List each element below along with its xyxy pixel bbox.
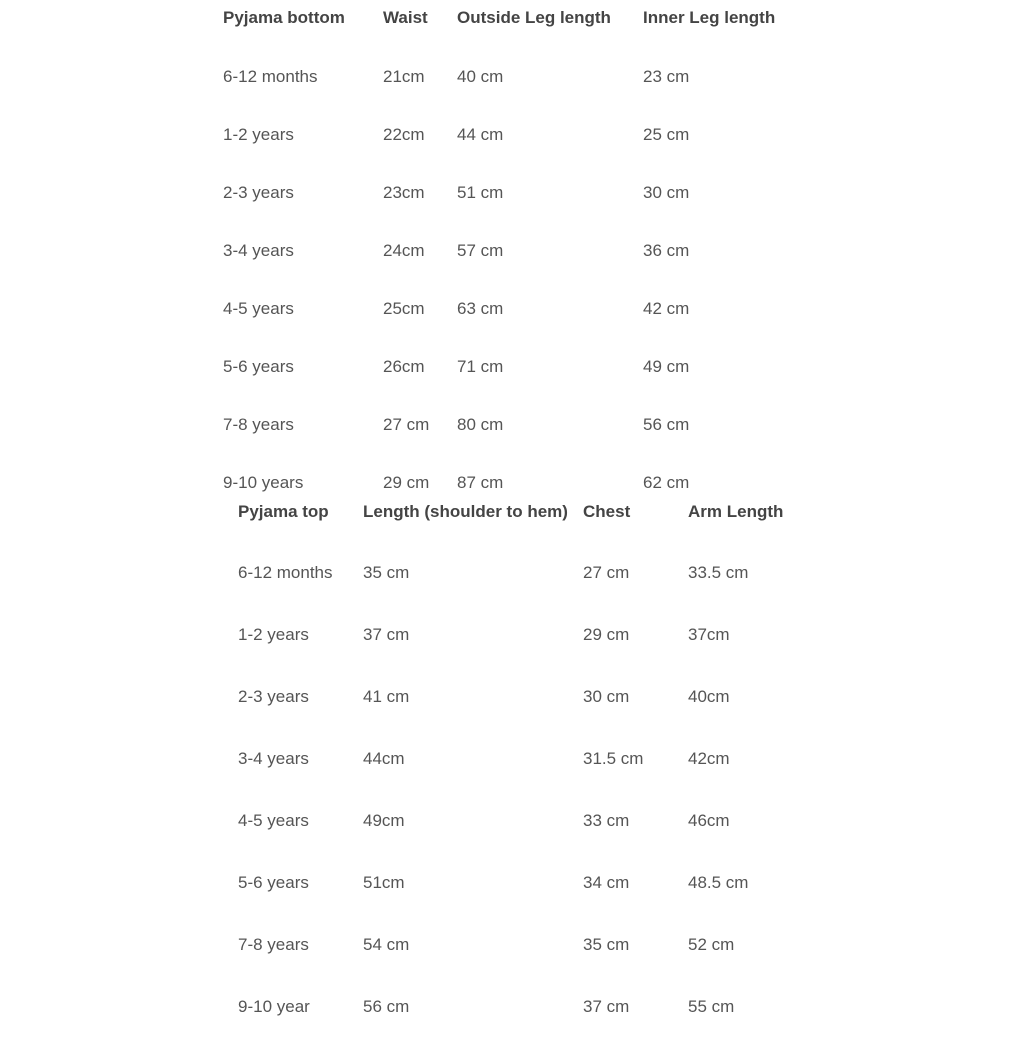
table-cell: 34 cm [583,852,688,914]
table-cell: 44 cm [457,106,643,164]
table-cell: 40cm [688,666,808,728]
table-cell: 51 cm [457,164,643,222]
table-cell: 35 cm [583,914,688,976]
table-cell: 56 cm [363,976,583,1038]
table-cell: 37cm [688,604,808,666]
header-waist: Waist [383,8,457,48]
table-cell: 30 cm [583,666,688,728]
pyjama-top-section: Pyjama top Length (shoulder to hem) Ches… [0,502,1024,1038]
table-cell: 49 cm [643,338,803,396]
table-cell: 33.5 cm [688,542,808,604]
table-cell: 24cm [383,222,457,280]
table-cell: 29 cm [583,604,688,666]
table-cell: 25 cm [643,106,803,164]
table-row: 4-5 years25cm63 cm42 cm [223,280,803,338]
table-cell: 25cm [383,280,457,338]
table-cell: 48.5 cm [688,852,808,914]
table-cell: 63 cm [457,280,643,338]
table-cell: 3-4 years [223,222,383,280]
table-cell: 4-5 years [238,790,363,852]
table-cell: 40 cm [457,48,643,106]
table-row: 4-5 years49cm33 cm46cm [238,790,808,852]
table-cell: 7-8 years [223,396,383,454]
table-cell: 27 cm [583,542,688,604]
table-cell: 35 cm [363,542,583,604]
table-row: 7-8 years54 cm35 cm52 cm [238,914,808,976]
table-cell: 3-4 years [238,728,363,790]
table-row: 5-6 years51cm34 cm48.5 cm [238,852,808,914]
table-cell: 33 cm [583,790,688,852]
table-cell: 54 cm [363,914,583,976]
table-cell: 22cm [383,106,457,164]
table-row: 6-12 months21cm40 cm23 cm [223,48,803,106]
table-cell: 71 cm [457,338,643,396]
table-row: 2-3 years41 cm30 cm40cm [238,666,808,728]
header-arm-length: Arm Length [688,502,808,542]
table-cell: 36 cm [643,222,803,280]
table-cell: 7-8 years [238,914,363,976]
table-cell: 1-2 years [223,106,383,164]
table-row: 1-2 years22cm44 cm25 cm [223,106,803,164]
table-cell: 23cm [383,164,457,222]
table-row: 3-4 years44cm31.5 cm42cm [238,728,808,790]
table-cell: 2-3 years [238,666,363,728]
table-cell: 1-2 years [238,604,363,666]
table-cell: 5-6 years [223,338,383,396]
table-cell: 55 cm [688,976,808,1038]
table-cell: 37 cm [363,604,583,666]
table-cell: 46cm [688,790,808,852]
pyjama-bottom-table: Pyjama bottom Waist Outside Leg length I… [223,8,803,512]
table-cell: 42cm [688,728,808,790]
table-row: 3-4 years24cm57 cm36 cm [223,222,803,280]
table-cell: 23 cm [643,48,803,106]
table-cell: 2-3 years [223,164,383,222]
table-cell: 49cm [363,790,583,852]
table-row: 2-3 years23cm51 cm30 cm [223,164,803,222]
table-cell: 21cm [383,48,457,106]
table-cell: 27 cm [383,396,457,454]
table-cell: 56 cm [643,396,803,454]
table-cell: 26cm [383,338,457,396]
table-cell: 30 cm [643,164,803,222]
table-cell: 52 cm [688,914,808,976]
table-row: 5-6 years26cm71 cm49 cm [223,338,803,396]
header-inner-leg: Inner Leg length [643,8,803,48]
header-outside-leg: Outside Leg length [457,8,643,48]
table-cell: 31.5 cm [583,728,688,790]
pyjama-top-table: Pyjama top Length (shoulder to hem) Ches… [238,502,808,1038]
table-row: 9-10 year56 cm37 cm55 cm [238,976,808,1038]
header-size: Pyjama bottom [223,8,383,48]
table-cell: 80 cm [457,396,643,454]
header-size: Pyjama top [238,502,363,542]
table-cell: 44cm [363,728,583,790]
table-cell: 41 cm [363,666,583,728]
table-row: 1-2 years37 cm29 cm37cm [238,604,808,666]
table-cell: 9-10 year [238,976,363,1038]
table1-body: 6-12 months21cm40 cm23 cm1-2 years22cm44… [223,48,803,512]
pyjama-bottom-section: Pyjama bottom Waist Outside Leg length I… [0,8,1024,512]
table-row: 6-12 months35 cm27 cm33.5 cm [238,542,808,604]
table-cell: 57 cm [457,222,643,280]
table-cell: 4-5 years [223,280,383,338]
header-length: Length (shoulder to hem) [363,502,583,542]
table-header-row: Pyjama bottom Waist Outside Leg length I… [223,8,803,48]
table2-body: 6-12 months35 cm27 cm33.5 cm1-2 years37 … [238,542,808,1038]
table-row: 7-8 years27 cm80 cm56 cm [223,396,803,454]
table-cell: 5-6 years [238,852,363,914]
header-chest: Chest [583,502,688,542]
table-cell: 6-12 months [223,48,383,106]
table-header-row: Pyjama top Length (shoulder to hem) Ches… [238,502,808,542]
table-cell: 37 cm [583,976,688,1038]
table-cell: 6-12 months [238,542,363,604]
table-cell: 51cm [363,852,583,914]
table-cell: 42 cm [643,280,803,338]
